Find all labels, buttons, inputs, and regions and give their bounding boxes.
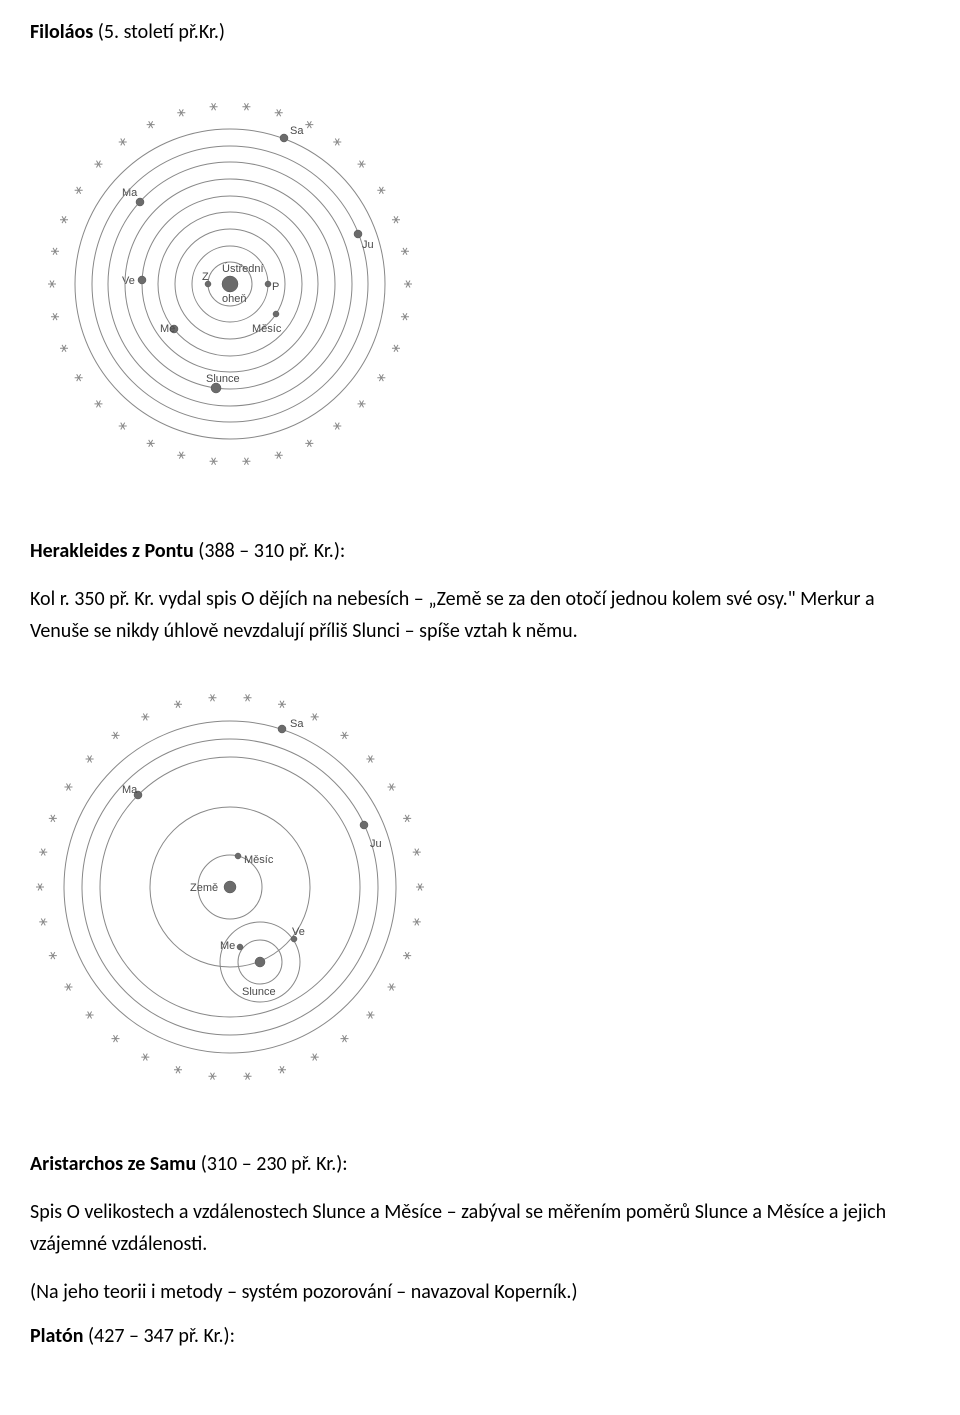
svg-text:Slunce: Slunce (242, 986, 276, 998)
platon-name: Platón (30, 1324, 83, 1348)
filolaos-diagram: ZPMěsícMeVeSlunceMaJuSaÚstředníoheň (30, 74, 930, 499)
svg-text:Země: Země (190, 882, 218, 894)
aristarchos-name: Aristarchos ze Samu (30, 1152, 196, 1176)
svg-text:Ju: Ju (370, 838, 382, 850)
svg-text:Měsíc: Měsíc (252, 323, 282, 335)
svg-text:Měsíc: Měsíc (244, 854, 274, 866)
filolaos-name: Filoláos (30, 20, 93, 44)
herakleides-name: Herakleides z Pontu (30, 539, 194, 563)
svg-text:Ve: Ve (122, 275, 135, 287)
svg-text:Ústřední: Ústřední (222, 262, 264, 275)
svg-text:Ju: Ju (362, 239, 374, 251)
filolaos-heading: Filoláos (5. století př.Kr.) (30, 20, 930, 44)
herakleides-text: Kol r. 350 př. Kr. vydal spis O dějích n… (30, 583, 930, 647)
svg-text:oheň: oheň (222, 293, 246, 305)
aristarchos-text2: (Na jeho teorii i metody – systém pozoro… (30, 1276, 930, 1308)
aristarchos-dates: (310 – 230 př. Kr.): (196, 1152, 347, 1176)
filolaos-dates: (5. století př.Kr.) (93, 20, 225, 44)
svg-text:Ma: Ma (122, 784, 138, 796)
aristarchos-heading: Aristarchos ze Samu (310 – 230 př. Kr.): (30, 1152, 930, 1176)
svg-text:Sa: Sa (290, 718, 304, 730)
svg-text:P: P (272, 281, 279, 293)
herakleides-heading: Herakleides z Pontu (388 – 310 př. Kr.): (30, 539, 930, 563)
svg-text:Ve: Ve (292, 926, 305, 938)
herakleides-diagram: MěsícMaJuSaMeVeSlunceZemě (30, 677, 930, 1112)
svg-text:Slunce: Slunce (206, 373, 240, 385)
herakleides-dates: (388 – 310 př. Kr.): (194, 539, 345, 563)
svg-text:Sa: Sa (290, 125, 304, 137)
svg-text:Z: Z (202, 271, 209, 283)
svg-text:Me: Me (160, 323, 175, 335)
platon-dates: (427 – 347 př. Kr.): (83, 1324, 234, 1348)
aristarchos-text1: Spis O velikostech a vzdálenostech Slunc… (30, 1196, 930, 1260)
platon-heading: Platón (427 – 347 př. Kr.): (30, 1324, 930, 1348)
